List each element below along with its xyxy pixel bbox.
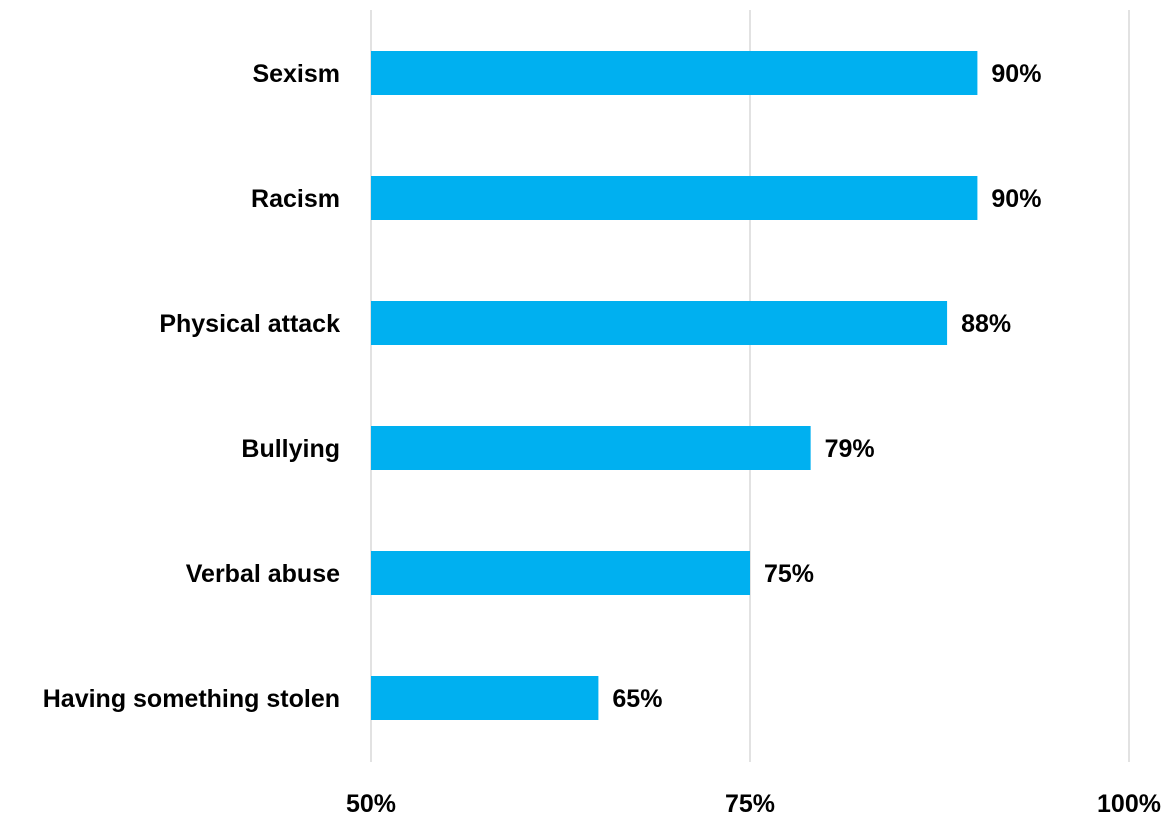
category-label: Sexism	[252, 60, 340, 88]
bar-value-label: 88%	[961, 310, 1011, 338]
bar	[371, 51, 978, 95]
category-label: Verbal abuse	[186, 560, 340, 588]
x-tick-label: 75%	[725, 790, 775, 814]
bar	[371, 176, 978, 220]
bar-value-label: 75%	[764, 560, 814, 588]
category-label: Bullying	[241, 435, 340, 463]
bar-value-label: 90%	[991, 60, 1041, 88]
category-label: Racism	[251, 185, 340, 213]
bars	[371, 51, 978, 720]
gridlines	[370, 10, 1130, 762]
category-labels: Sexism Racism Physical attack Bullying Verba…	[43, 60, 340, 713]
bar-value-label: 90%	[991, 185, 1041, 213]
value-labels: 90% 90% 88% 79% 75% 65%	[612, 60, 1041, 713]
bar	[371, 551, 750, 595]
x-tick-label: 50%	[346, 790, 396, 814]
bar-value-label: 79%	[825, 435, 875, 463]
bar	[371, 676, 599, 720]
category-label: Having something stolen	[43, 685, 340, 713]
category-label: Physical attack	[159, 310, 340, 338]
x-tick-label: 100%	[1097, 790, 1161, 814]
x-axis-tick-labels: 50% 75% 100%	[346, 790, 1161, 814]
bar-value-label: 65%	[612, 685, 662, 713]
bar	[371, 426, 811, 470]
bar	[371, 301, 948, 345]
